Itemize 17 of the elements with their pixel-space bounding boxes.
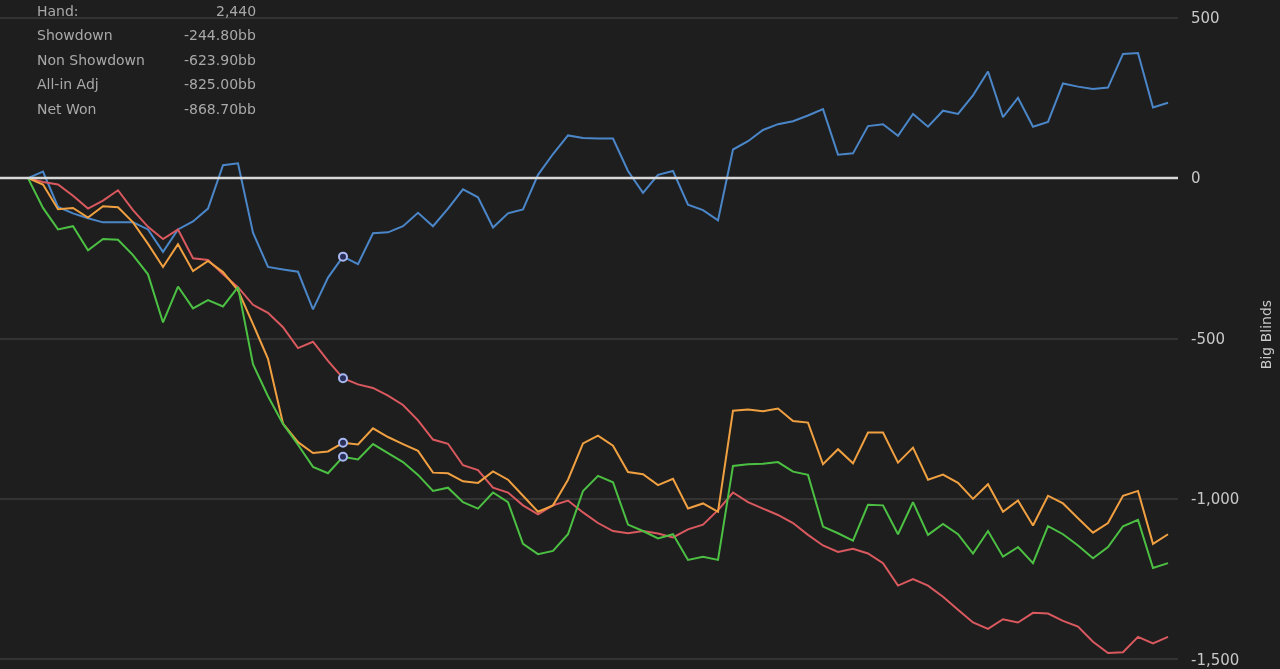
annotation: -825.00bb — [184, 76, 256, 92]
y-axis-title: Big Blinds — [1257, 299, 1274, 370]
annotation: -623.90bb — [184, 52, 256, 68]
annotation: -868.70bb — [184, 101, 256, 117]
annotation: Hand: — [37, 3, 79, 19]
annotation: Non Showdown — [37, 52, 145, 68]
y-tick-label: 500 — [1191, 8, 1220, 27]
y-tick-label: 0 — [1191, 169, 1201, 188]
annotation: All-in Adj — [37, 76, 99, 92]
line-series — [27, 51, 1169, 311]
y-tick-label: -500 — [1191, 329, 1226, 348]
annotation: -244.80bb — [184, 27, 256, 43]
y-tick-label: -1,500 — [1191, 650, 1240, 669]
annotation: 2,440 — [216, 3, 257, 19]
y-tick-label: -1,000 — [1191, 490, 1240, 509]
annotation: Net Won — [37, 101, 97, 117]
annotation: Showdown — [37, 27, 113, 43]
